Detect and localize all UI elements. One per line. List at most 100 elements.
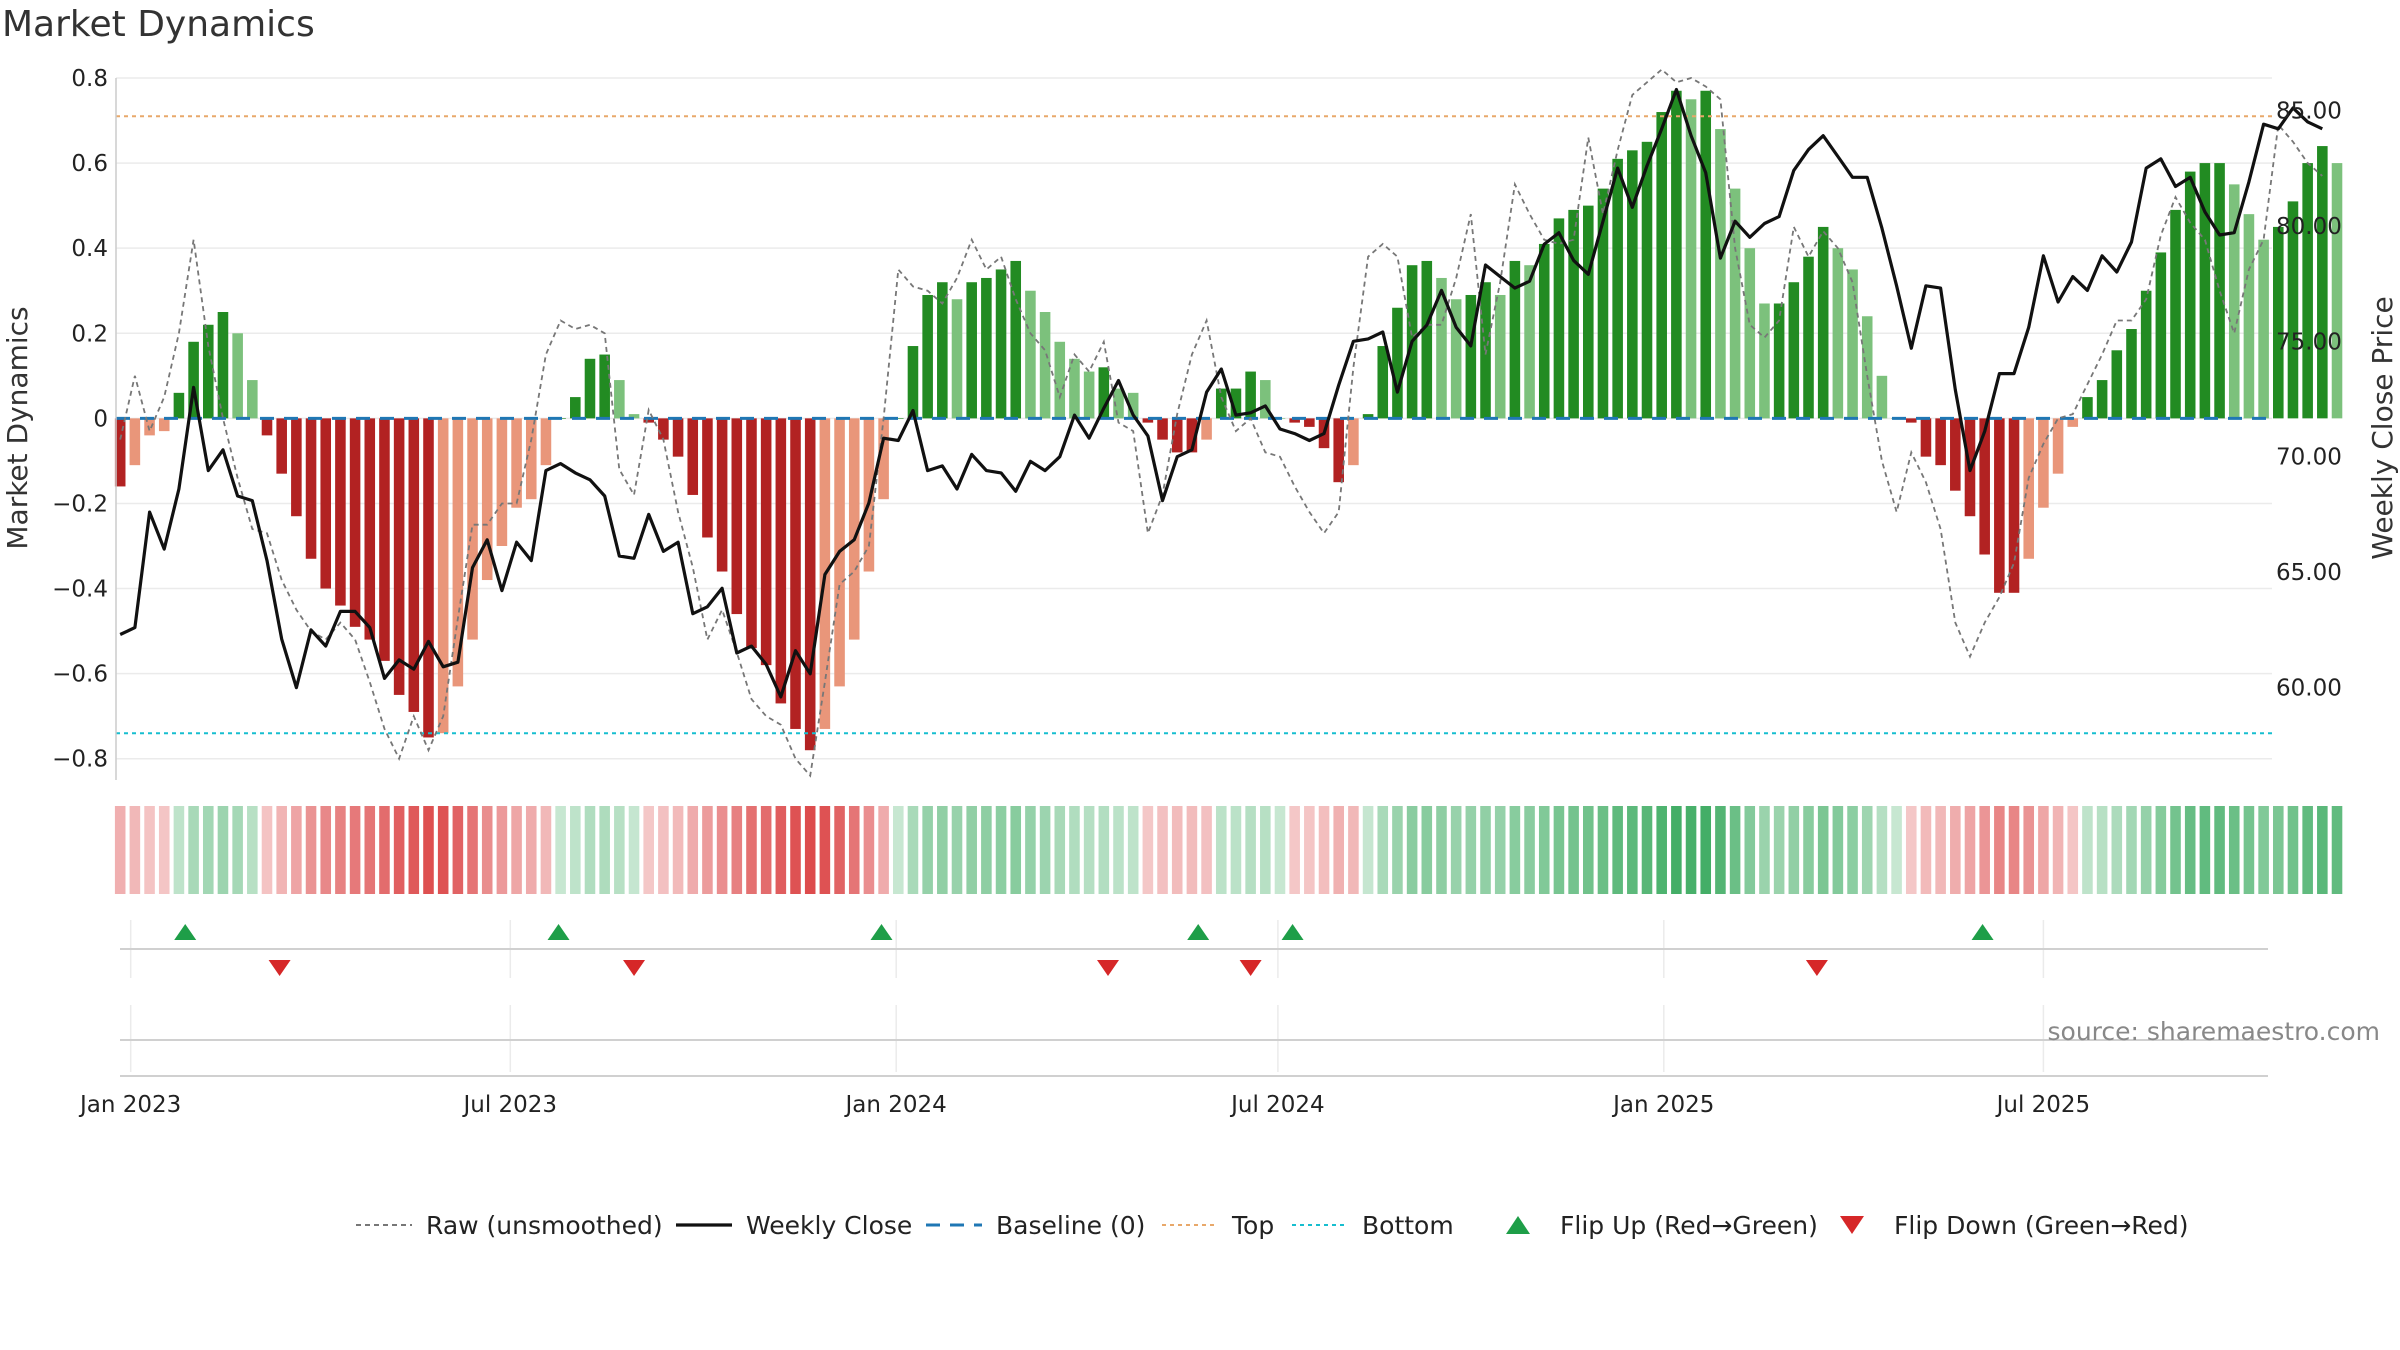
bar-week-10: [261, 418, 273, 436]
strip-cell-3: [158, 806, 170, 894]
bar-week-43: [746, 418, 757, 649]
strip-cell-20: [408, 806, 420, 894]
strip-cell-138: [2140, 806, 2152, 894]
bar-week-117: [1832, 248, 1844, 419]
strip-cell-77: [1245, 806, 1256, 894]
bar-week-130: [2023, 418, 2035, 559]
bar-week-37: [658, 418, 669, 440]
strip-cell-91: [1450, 806, 1462, 894]
strip-cell-44: [760, 806, 772, 894]
bar-week-3: [158, 418, 170, 432]
strip-cell-13: [305, 806, 317, 894]
bar-week-143: [2214, 163, 2225, 419]
bar-week-16: [349, 418, 361, 627]
bar-week-32: [584, 358, 596, 419]
strip-cell-126: [1964, 806, 1976, 894]
bar-week-144: [2228, 184, 2240, 419]
strip-cell-107: [1685, 806, 1697, 894]
strip-cell-119: [1861, 806, 1873, 894]
bar-week-74: [1201, 418, 1212, 440]
strip-cell-121: [1891, 806, 1902, 894]
legend-item-3: Top: [1162, 1211, 1274, 1240]
bar-week-125: [1950, 418, 1961, 491]
bar-week-5: [188, 341, 199, 419]
bar-week-87: [1392, 307, 1403, 419]
bar-week-72: [1171, 418, 1183, 453]
strip-cell-84: [1348, 806, 1359, 894]
strip-cell-31: [570, 806, 581, 894]
strip-cell-134: [2082, 806, 2093, 894]
strip-cell-145: [2243, 806, 2255, 894]
chart-title: Market Dynamics: [2, 4, 315, 45]
bar-week-59: [981, 277, 992, 419]
strip-cell-99: [1568, 806, 1579, 894]
bar-week-53: [892, 418, 904, 419]
legend-item-6: Flip Down (Green→Red): [1840, 1211, 2189, 1240]
strip-cell-49: [834, 806, 845, 894]
strip-cell-53: [892, 806, 904, 894]
flip-down-marker-1: [623, 960, 646, 976]
strip-cell-96: [1524, 806, 1535, 894]
strip-cell-87: [1392, 806, 1403, 894]
strip-cell-67: [1098, 806, 1110, 894]
strip-cell-10: [261, 806, 273, 894]
axes: Market Dynamics Weekly Close Price −0.8 −…: [1, 66, 2399, 1118]
strip-cell-35: [628, 806, 640, 894]
y2-tick-label: 75.00: [2276, 329, 2342, 355]
y-axis-title: Market Dynamics: [1, 306, 34, 549]
strip-cell-123: [1920, 806, 1932, 894]
strip-cell-88: [1406, 806, 1418, 894]
source-label: source: sharemaestro.com: [2048, 1017, 2381, 1046]
strip-cell-40: [702, 806, 713, 894]
bar-week-96: [1524, 265, 1535, 419]
strip-cell-100: [1583, 806, 1594, 894]
strip-cell-74: [1201, 806, 1212, 894]
y-tick-label: 0.6: [71, 151, 108, 177]
bar-week-44: [760, 418, 772, 666]
x-tick-label: Jul 2025: [1995, 1092, 2091, 1118]
bar-week-51: [863, 418, 875, 572]
bar-week-113: [1773, 303, 1785, 419]
strip-cell-83: [1333, 806, 1344, 894]
legend-item-4: Bottom: [1292, 1211, 1454, 1240]
strip-cell-9: [247, 806, 258, 894]
strip-cell-97: [1538, 806, 1550, 894]
strip-cell-124: [1935, 806, 1946, 894]
strip-cell-139: [2155, 806, 2167, 894]
strip-cell-142: [2199, 806, 2211, 894]
strip-cell-116: [1817, 806, 1829, 894]
strip-cell-14: [320, 806, 332, 894]
flip-up-marker-2: [870, 924, 893, 940]
strip-cell-22: [437, 806, 449, 894]
bar-week-12: [291, 418, 302, 517]
bar-week-41: [716, 418, 728, 572]
bar-week-8: [232, 333, 243, 419]
y-tick-label: 0: [93, 406, 108, 432]
strip-cell-25: [481, 806, 493, 894]
legend-item-5: Flip Up (Red→Green): [1506, 1211, 1818, 1240]
bar-week-23: [452, 418, 464, 687]
bar-week-64: [1054, 341, 1066, 419]
bar-week-61: [1010, 260, 1022, 419]
bar-week-70: [1142, 418, 1154, 423]
strip-cell-1: [129, 806, 141, 894]
flip-up-marker-5: [1971, 924, 1994, 940]
y-tick-label: −0.6: [52, 662, 108, 688]
strip-cell-45: [775, 806, 787, 894]
strip-cell-62: [1025, 806, 1036, 894]
strip-cell-11: [276, 806, 287, 894]
bar-week-35: [628, 414, 640, 419]
strip-cell-94: [1494, 806, 1506, 894]
strip-cell-135: [2096, 806, 2108, 894]
bar-week-103: [1627, 150, 1638, 419]
sentiment-strip: [114, 806, 2343, 894]
bar-week-40: [702, 418, 713, 538]
bar-week-151: [2331, 163, 2343, 419]
strip-cell-51: [863, 806, 875, 894]
y2-tick-label: 65.00: [2276, 560, 2342, 586]
legend-label: Baseline (0): [996, 1211, 1145, 1240]
bar-week-119: [1861, 316, 1873, 419]
bar-week-95: [1509, 260, 1521, 419]
strip-cell-24: [467, 806, 478, 894]
strip-cell-151: [2331, 806, 2343, 894]
